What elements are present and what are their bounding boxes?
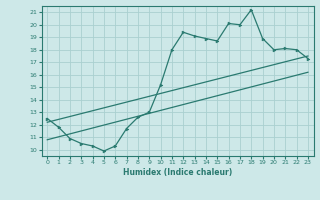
X-axis label: Humidex (Indice chaleur): Humidex (Indice chaleur) [123,168,232,177]
